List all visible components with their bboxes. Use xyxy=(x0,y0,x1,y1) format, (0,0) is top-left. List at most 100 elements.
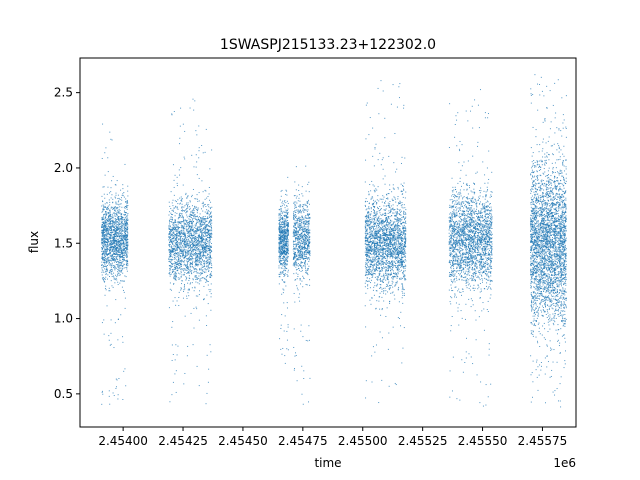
data-point xyxy=(211,230,213,232)
data-point xyxy=(115,247,117,249)
data-point xyxy=(111,246,113,248)
data-point xyxy=(123,264,125,266)
data-point xyxy=(108,219,110,221)
data-point xyxy=(116,227,118,229)
data-point xyxy=(103,262,105,264)
data-point xyxy=(281,213,283,215)
data-point xyxy=(105,253,107,255)
data-point xyxy=(309,217,311,218)
data-point xyxy=(115,378,117,380)
data-point xyxy=(195,249,197,251)
data-point xyxy=(296,202,298,204)
data-point xyxy=(188,260,190,262)
data-point xyxy=(194,246,196,248)
data-point xyxy=(179,212,181,214)
data-point xyxy=(110,255,112,257)
data-point xyxy=(182,184,184,186)
data-point xyxy=(181,229,183,231)
data-point xyxy=(203,298,205,300)
data-point xyxy=(282,347,284,349)
data-point xyxy=(171,202,173,204)
data-point xyxy=(188,231,190,233)
data-point xyxy=(116,245,118,247)
data-point xyxy=(105,211,107,213)
data-point xyxy=(204,278,206,280)
data-point xyxy=(297,200,299,202)
data-point xyxy=(189,207,191,209)
data-point xyxy=(116,180,118,182)
data-point xyxy=(197,254,199,256)
data-point xyxy=(207,381,209,383)
data-point xyxy=(108,248,110,250)
data-point xyxy=(206,250,208,252)
data-point xyxy=(304,237,306,239)
data-point xyxy=(121,244,123,246)
data-point xyxy=(297,231,299,233)
data-point xyxy=(202,272,204,274)
data-point xyxy=(280,209,282,211)
data-point xyxy=(283,234,285,236)
data-point xyxy=(111,255,113,257)
data-point xyxy=(307,252,309,254)
data-point xyxy=(299,250,301,252)
data-point xyxy=(198,235,200,237)
data-point xyxy=(283,214,285,216)
data-point xyxy=(295,262,297,264)
data-point xyxy=(115,243,117,245)
data-point xyxy=(191,240,193,242)
data-point xyxy=(125,228,127,230)
data-point xyxy=(103,257,105,259)
data-point xyxy=(121,216,123,218)
data-point xyxy=(125,260,127,262)
data-point xyxy=(304,262,306,264)
data-point xyxy=(179,247,181,249)
data-point xyxy=(204,236,206,238)
data-point xyxy=(105,246,107,248)
data-point xyxy=(196,278,198,280)
data-point xyxy=(296,258,298,260)
data-point xyxy=(179,238,181,240)
data-point xyxy=(283,289,285,291)
data-point xyxy=(198,248,200,250)
data-point xyxy=(105,233,107,235)
data-point xyxy=(187,246,189,248)
data-point xyxy=(285,254,287,256)
data-point xyxy=(122,252,124,254)
data-point xyxy=(179,266,181,268)
data-point xyxy=(102,235,104,237)
data-point xyxy=(192,212,194,214)
data-point xyxy=(195,259,197,261)
data-point xyxy=(177,203,179,205)
data-point xyxy=(305,222,307,224)
data-point xyxy=(103,319,105,321)
data-point xyxy=(127,219,129,221)
data-point xyxy=(173,186,175,188)
data-point xyxy=(103,245,105,247)
data-point xyxy=(287,213,289,215)
data-point xyxy=(187,270,189,272)
data-point xyxy=(168,239,170,241)
data-point xyxy=(107,232,109,234)
data-point xyxy=(208,368,210,370)
data-point xyxy=(124,232,126,234)
data-point xyxy=(307,199,309,201)
data-point xyxy=(179,234,181,236)
data-point xyxy=(210,225,212,227)
data-point xyxy=(109,211,111,213)
data-point xyxy=(176,249,178,251)
data-point xyxy=(110,260,112,262)
data-point xyxy=(211,264,213,266)
data-point xyxy=(195,206,197,208)
data-point xyxy=(283,226,285,228)
data-point xyxy=(302,235,304,237)
data-point xyxy=(206,241,208,243)
data-point xyxy=(284,275,286,276)
data-point xyxy=(122,239,124,241)
data-point xyxy=(203,260,205,262)
data-point xyxy=(281,251,283,253)
data-point xyxy=(184,236,186,238)
data-point xyxy=(307,242,309,244)
data-point xyxy=(210,239,212,241)
data-point xyxy=(113,229,115,231)
data-point xyxy=(173,249,175,251)
